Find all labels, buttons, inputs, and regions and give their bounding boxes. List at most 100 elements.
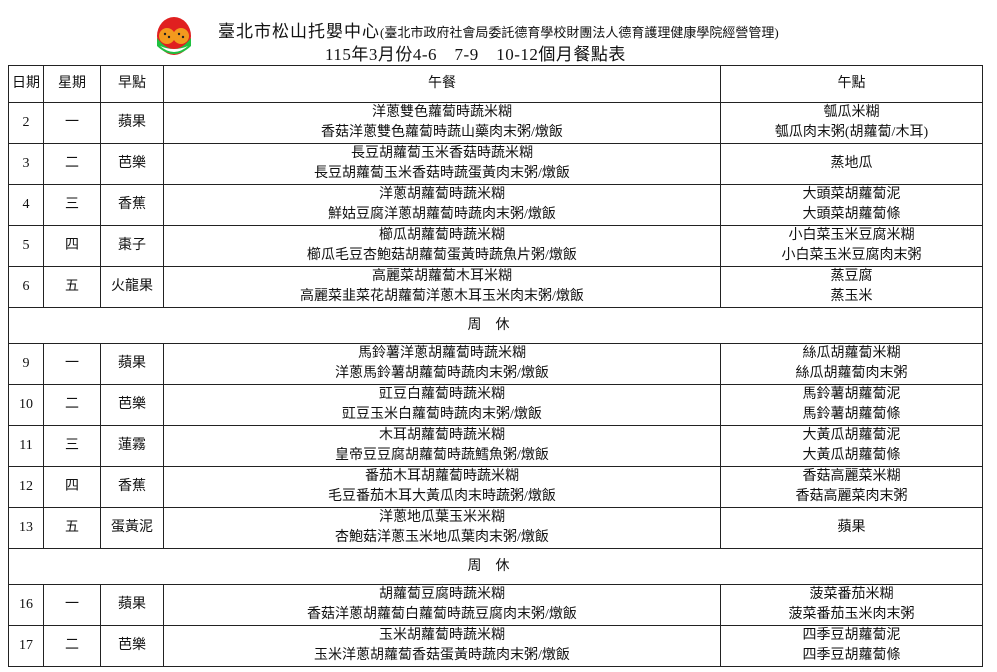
lunch-line: 洋蔥馬鈴薯胡蘿蔔時蔬肉末粥/燉飯 — [335, 366, 549, 381]
menu-title: 115年3月份4-6 7-9 10-12個月餐點表 — [325, 45, 626, 64]
lunch-line: 玉米胡蘿蔔時蔬米糊 — [379, 628, 505, 643]
snack-cell: 瓠瓜米糊 瓠瓜肉末粥(胡蘿蔔/木耳) — [720, 102, 983, 144]
snack-line: 小白菜玉米豆腐肉末粥 — [781, 248, 922, 263]
snack-line: 小白菜玉米豆腐米糊 — [788, 228, 915, 243]
snack-cell: 馬鈴薯胡蘿蔔泥 馬鈴薯胡蘿蔔條 — [720, 384, 983, 426]
weekday-cell: 四 — [43, 225, 101, 267]
header-lunch: 午餐 — [163, 65, 721, 103]
lunch-cell: 櫛瓜胡蘿蔔時蔬米糊櫛瓜毛豆杏鮑菇胡蘿蔔蛋黃時蔬魚片粥/燉飯 — [163, 225, 721, 267]
snack-line: 大頭菜胡蘿蔔泥 — [802, 187, 901, 202]
snack-cell: 蒸豆腐 蒸玉米 — [720, 266, 983, 308]
lunch-line: 櫛瓜胡蘿蔔時蔬米糊 — [379, 228, 505, 243]
center-logo — [157, 17, 191, 55]
date-cell: 12 — [8, 466, 44, 508]
snack-cell: 絲瓜胡蘿蔔米糊 絲瓜胡蘿蔔肉末粥 — [720, 343, 983, 385]
snack-cell: 大頭菜胡蘿蔔泥 大頭菜胡蘿蔔條 — [720, 184, 983, 226]
snack-line: 香菇高麗菜米糊 — [802, 469, 901, 484]
weekday-cell: 二 — [43, 143, 101, 185]
breakfast-cell: 蓮霧 — [100, 425, 164, 467]
center-title: 臺北市松山托嬰中心(臺北市政府社會局委託德育學校財團法人德育護理健康學院經營管理… — [218, 17, 779, 42]
lunch-line: 長豆胡蘿蔔玉米香菇時蔬蛋黃肉末粥/燉飯 — [314, 166, 570, 181]
weekend-label: 周休 — [8, 548, 983, 585]
weekend-label: 周休 — [8, 307, 983, 344]
snack-cell: 蒸地瓜 — [720, 143, 983, 185]
table-row: 6 五火龍果 高麗菜胡蘿蔔木耳米糊 高麗菜韭菜花胡蘿蔔洋蔥木耳玉米肉末粥/燉飯 蒸豆腐蒸… — [8, 266, 983, 308]
weekday-cell: 三 — [43, 425, 101, 467]
snack-line: 絲瓜胡蘿蔔肉末粥 — [795, 366, 908, 381]
header-snack: 午點 — [720, 65, 983, 103]
date-cell: 3 — [8, 143, 44, 185]
table-row: 11 三蓮霧 木耳胡蘿蔔時蔬米糊皇帝豆豆腐胡蘿蔔時蔬鱈魚粥/燉飯 大黃瓜胡蘿蔔泥 大黃瓜… — [8, 425, 983, 467]
table-row: 17 二芭樂 玉米胡蘿蔔時蔬米糊 玉米洋蔥胡蘿蔔香菇蛋黃時蔬肉末粥/燉飯 四季豆胡蘿蔔泥… — [8, 625, 983, 667]
date-cell: 13 — [8, 507, 44, 549]
breakfast-cell: 棗子 — [100, 225, 164, 267]
lunch-line: 胡蘿蔔豆腐時蔬米糊 — [379, 587, 505, 602]
weekend-row: 周休 — [8, 307, 983, 344]
snack-cell: 小白菜玉米豆腐米糊 小白菜玉米豆腐肉末粥 — [720, 225, 983, 267]
date-cell: 9 — [8, 343, 44, 385]
breakfast-cell: 香蕉 — [100, 466, 164, 508]
breakfast-cell: 香蕉 — [100, 184, 164, 226]
snack-line: 香菇高麗菜肉末粥 — [795, 489, 908, 504]
menu-table: 日期 星期 早點 午餐 午點 2 一蘋果 洋蔥雙色蘿蔔時蔬米糊 香菇洋蔥雙色蘿蔔時蔬山… — [8, 65, 983, 667]
breakfast-cell: 蘋果 — [100, 343, 164, 385]
snack-line: 大黃瓜胡蘿蔔條 — [802, 448, 901, 463]
snack-line: 大頭菜胡蘿蔔條 — [802, 207, 901, 222]
table-row: 9 一蘋果 馬鈴薯洋蔥胡蘿蔔時蔬米糊 洋蔥馬鈴薯胡蘿蔔時蔬肉末粥/燉飯 絲瓜胡蘿蔔米糊絲… — [8, 343, 983, 385]
date-cell: 10 — [8, 384, 44, 426]
lunch-line: 洋蔥胡蘿蔔時蔬米糊 — [379, 187, 505, 202]
lunch-line: 番茄木耳胡蘿蔔時蔬米糊 — [365, 469, 519, 484]
center-note: (臺北市政府社會局委託德育學校財團法人德育護理健康學院經營管理) — [380, 25, 779, 40]
lunch-line: 鮮姑豆腐洋蔥胡蘿蔔時蔬肉末粥/燉飯 — [328, 207, 556, 222]
snack-line: 蒸豆腐 — [830, 269, 873, 284]
snack-line: 四季豆胡蘿蔔條 — [802, 648, 901, 663]
lunch-cell: 洋蔥地瓜葉玉米米糊 杏鮑菇洋蔥玉米地瓜葉肉末粥/燉飯 — [163, 507, 721, 549]
lunch-line: 高麗菜韭菜花胡蘿蔔洋蔥木耳玉米肉末粥/燉飯 — [300, 289, 584, 304]
lunch-line: 玉米洋蔥胡蘿蔔香菇蛋黃時蔬肉末粥/燉飯 — [314, 648, 570, 663]
lunch-line: 櫛瓜毛豆杏鮑菇胡蘿蔔蛋黃時蔬魚片粥/燉飯 — [307, 248, 577, 263]
lunch-line: 豇豆白蘿蔔時蔬米糊 — [379, 387, 505, 402]
weekday-cell: 二 — [43, 625, 101, 667]
weekday-cell: 一 — [43, 102, 101, 144]
lunch-cell: 胡蘿蔔豆腐時蔬米糊 香菇洋蔥胡蘿蔔白蘿蔔時蔬豆腐肉末粥/燉飯 — [163, 584, 721, 626]
weekday-cell: 二 — [43, 384, 101, 426]
weekday-cell: 三 — [43, 184, 101, 226]
center-name: 臺北市松山托嬰中心 — [218, 22, 380, 41]
snack-line: 蘋果 — [837, 520, 866, 535]
weekday-cell: 四 — [43, 466, 101, 508]
date-cell: 16 — [8, 584, 44, 626]
weekday-cell: 五 — [43, 266, 101, 308]
lunch-line: 木耳胡蘿蔔時蔬米糊 — [379, 428, 505, 443]
date-cell: 17 — [8, 625, 44, 667]
date-cell: 11 — [8, 425, 44, 467]
snack-cell: 大黃瓜胡蘿蔔泥 大黃瓜胡蘿蔔條 — [720, 425, 983, 467]
header-breakfast: 早點 — [100, 65, 164, 103]
date-cell: 4 — [8, 184, 44, 226]
lunch-line: 皇帝豆豆腐胡蘿蔔時蔬鱈魚粥/燉飯 — [335, 448, 549, 463]
lunch-cell: 長豆胡蘿蔔玉米香菇時蔬米糊 長豆胡蘿蔔玉米香菇時蔬蛋黃肉末粥/燉飯 — [163, 143, 721, 185]
snack-line: 馬鈴薯胡蘿蔔泥 — [802, 387, 901, 402]
breakfast-cell: 蘋果 — [100, 584, 164, 626]
table-row: 10 二芭樂 豇豆白蘿蔔時蔬米糊 豇豆玉米白蘿蔔時蔬肉末粥/燉飯 馬鈴薯胡蘿蔔泥 馬鈴薯胡… — [8, 384, 983, 426]
table-row: 4 三香蕉 洋蔥胡蘿蔔時蔬米糊鮮姑豆腐洋蔥胡蘿蔔時蔬肉末粥/燉飯 大頭菜胡蘿蔔泥 大頭菜… — [8, 184, 983, 226]
lunch-cell: 番茄木耳胡蘿蔔時蔬米糊 毛豆番茄木耳大黃瓜肉末時蔬粥/燉飯 — [163, 466, 721, 508]
date-cell: 2 — [8, 102, 44, 144]
lunch-cell: 馬鈴薯洋蔥胡蘿蔔時蔬米糊洋蔥馬鈴薯胡蘿蔔時蔬肉末粥/燉飯 — [163, 343, 721, 385]
table-row: 3 二芭樂 長豆胡蘿蔔玉米香菇時蔬米糊 長豆胡蘿蔔玉米香菇時蔬蛋黃肉末粥/燉飯 蒸地瓜 — [8, 143, 983, 185]
lunch-line: 杏鮑菇洋蔥玉米地瓜葉肉末粥/燉飯 — [335, 530, 549, 545]
date-cell: 5 — [8, 225, 44, 267]
table-header-row: 日期 星期 早點 午餐 午點 — [8, 65, 983, 103]
header-weekday: 星期 — [43, 65, 101, 103]
lunch-line: 馬鈴薯洋蔥胡蘿蔔時蔬米糊 — [358, 346, 526, 361]
snack-line: 瓠瓜肉末粥(胡蘿蔔/木耳) — [774, 125, 929, 140]
snack-line: 蒸玉米 — [830, 289, 873, 304]
weekday-cell: 五 — [43, 507, 101, 549]
snack-cell: 蘋果 — [720, 507, 983, 549]
table-row: 2 一蘋果 洋蔥雙色蘿蔔時蔬米糊 香菇洋蔥雙色蘿蔔時蔬山藥肉末粥/燉飯 瓠瓜米糊 瓠瓜肉末… — [8, 102, 983, 144]
snack-cell: 香菇高麗菜米糊 香菇高麗菜肉末粥 — [720, 466, 983, 508]
lunch-cell: 豇豆白蘿蔔時蔬米糊 豇豆玉米白蘿蔔時蔬肉末粥/燉飯 — [163, 384, 721, 426]
table-row: 16 一蘋果 胡蘿蔔豆腐時蔬米糊 香菇洋蔥胡蘿蔔白蘿蔔時蔬豆腐肉末粥/燉飯 菠菜番茄米糊… — [8, 584, 983, 626]
breakfast-cell: 火龍果 — [100, 266, 164, 308]
page-header: 臺北市松山托嬰中心(臺北市政府社會局委託德育學校財團法人德育護理健康學院經營管理… — [0, 0, 997, 65]
breakfast-cell: 蘋果 — [100, 102, 164, 144]
